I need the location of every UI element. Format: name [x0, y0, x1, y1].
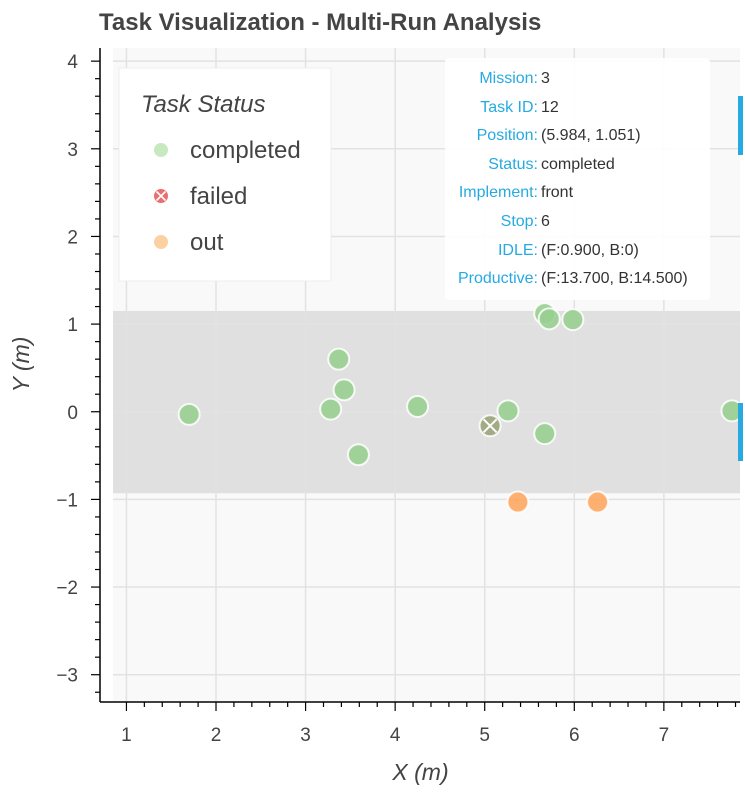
- x-tick-label: 5: [479, 725, 490, 746]
- legend-item-failed[interactable]: failed: [153, 183, 248, 210]
- tooltip-key: Status:: [488, 155, 538, 173]
- x-tick-label: 1: [121, 725, 132, 746]
- x-axis-label: X (m): [391, 759, 448, 785]
- tooltip-row: Position: (5.984, 1.051): [445, 125, 710, 147]
- failed-x-mark: [482, 418, 498, 433]
- y-axis-label: Y (m): [8, 337, 34, 393]
- tooltip-value: 6: [541, 213, 550, 230]
- completed-point[interactable]: [327, 347, 351, 371]
- y-tick-label: −1: [56, 490, 78, 511]
- legend-label: completed: [190, 137, 301, 164]
- chart-title: Task Visualization - Multi-Run Analysis: [99, 9, 541, 36]
- tooltip-value: 12: [541, 98, 559, 116]
- completed-point[interactable]: [533, 422, 557, 446]
- tooltip-key: Stop:: [500, 213, 538, 230]
- tooltip-key: Mission:: [479, 70, 538, 87]
- tooltip-value: completed: [541, 155, 615, 173]
- legend-label: failed: [190, 183, 247, 210]
- completed-point[interactable]: [177, 402, 201, 426]
- completed-point[interactable]: [406, 394, 430, 418]
- y-tick-label: −3: [56, 666, 78, 687]
- x-tick-label: 2: [211, 725, 222, 746]
- tooltip-value: (F:0.900, B:0): [541, 241, 639, 259]
- completed-point[interactable]: [537, 307, 561, 331]
- data-points: [177, 302, 744, 514]
- tooltip-key: Position:: [476, 127, 538, 145]
- tooltip-row: Stop: 6: [445, 211, 710, 233]
- edge-indicator[interactable]: [738, 96, 743, 155]
- completed-point[interactable]: [496, 399, 520, 423]
- tooltip-key: Task ID:: [480, 98, 538, 116]
- y-tick-label: 1: [67, 315, 78, 336]
- tooltip-value: front: [541, 184, 574, 202]
- tooltip-row: Productive: (F:13.700, B:14.500): [445, 268, 710, 290]
- x-tick-label: 7: [659, 725, 670, 746]
- y-tick-label: 2: [67, 227, 78, 248]
- tooltip-value: 3: [541, 70, 550, 87]
- completed-point[interactable]: [346, 443, 370, 467]
- completed-point[interactable]: [332, 378, 356, 402]
- y-tick-label: 3: [67, 140, 78, 161]
- hover-tooltip: Mission: 3 Task ID: 12 Position: (5.984, 1.05…: [445, 58, 710, 300]
- completed-point[interactable]: [561, 308, 585, 332]
- y-tick-label: 0: [67, 403, 78, 424]
- legend-x-mark: [155, 190, 167, 202]
- tooltip-row: Task ID: 12: [445, 97, 710, 119]
- edge-indicator[interactable]: [738, 403, 743, 461]
- tooltip-key: Implement:: [458, 184, 538, 202]
- x-tick-label: 3: [300, 725, 311, 746]
- y-tick-label: −2: [56, 578, 78, 599]
- x-tick-labels: 1 2 3 4 5 6 7: [121, 725, 669, 746]
- legend[interactable]: Task Status completed failed out: [118, 67, 332, 282]
- out-point[interactable]: [506, 490, 530, 514]
- tooltip-value: (5.984, 1.051): [541, 127, 641, 145]
- legend-label: out: [190, 229, 224, 256]
- completed-point[interactable]: [319, 397, 343, 421]
- legend-marker: [153, 142, 169, 158]
- tooltip-row: IDLE: (F:0.900, B:0): [445, 240, 710, 262]
- tooltip-key: IDLE:: [497, 241, 538, 259]
- y-tick-labels: −3 −2 −1 0 1 2 3 4: [56, 52, 78, 687]
- y-tick-label: 4: [67, 52, 78, 73]
- tooltip-value: (F:13.700, B:14.500): [541, 270, 688, 288]
- tooltip-key: Productive:: [457, 270, 538, 288]
- tooltip-row: Implement: front: [445, 182, 710, 204]
- legend-item-out[interactable]: out: [153, 229, 224, 256]
- out-point[interactable]: [586, 490, 610, 514]
- tooltip-row: Mission: 3: [445, 68, 710, 90]
- x-tick-label: 6: [569, 725, 580, 746]
- x-tick-label: 4: [390, 725, 401, 746]
- legend-title: Task Status: [141, 91, 266, 118]
- tooltip-row: Status: completed: [445, 154, 710, 176]
- legend-item-completed[interactable]: completed: [153, 137, 301, 164]
- legend-marker: [153, 234, 169, 250]
